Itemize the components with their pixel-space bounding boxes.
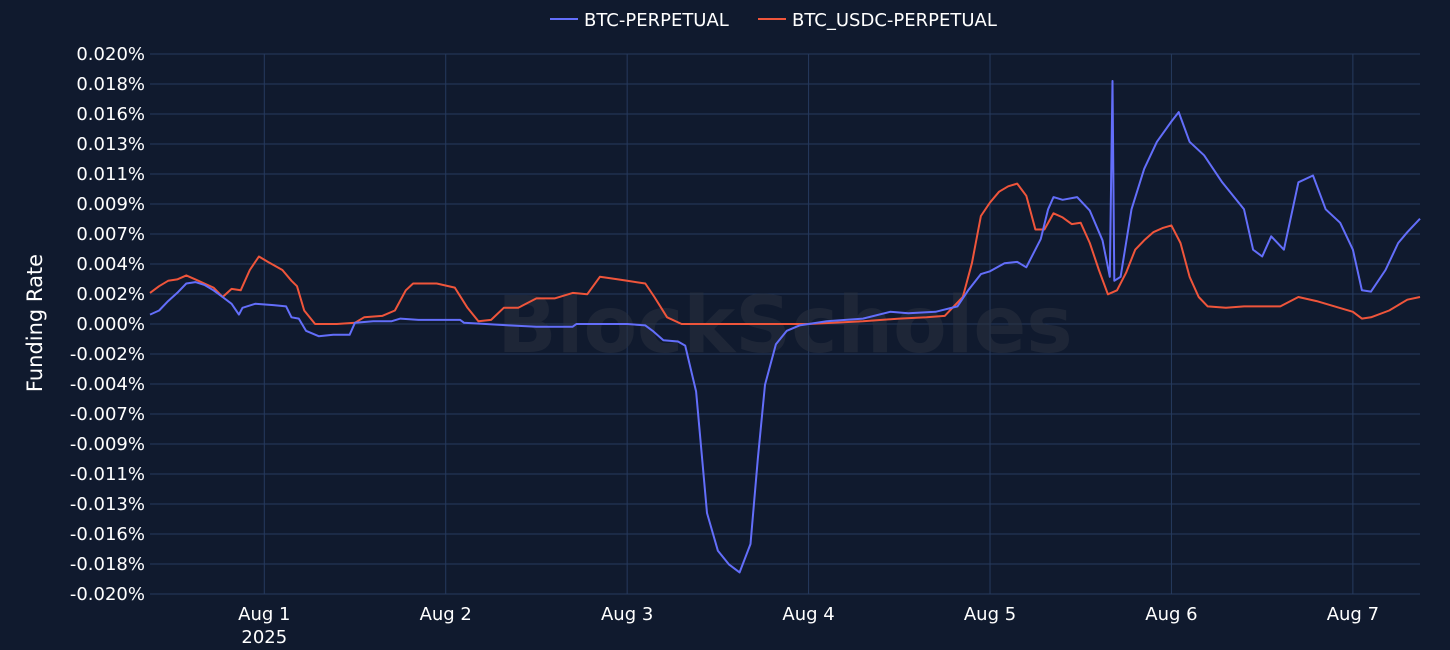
legend[interactable]: BTC-PERPETUAL BTC_USDC-PERPETUAL bbox=[550, 10, 997, 31]
y-tick-label: -0.002% bbox=[70, 344, 145, 365]
y-tick-label: 0.013% bbox=[76, 134, 145, 155]
watermark-logo: BlockScholes bbox=[497, 281, 1072, 371]
y-tick-label: 0.002% bbox=[76, 284, 145, 305]
y-tick-label: 0.009% bbox=[76, 194, 145, 215]
x-tick-label: Aug 6 bbox=[1145, 604, 1197, 625]
y-axis-label: Funding Rate bbox=[23, 254, 47, 392]
y-tick-label: -0.011% bbox=[70, 464, 145, 485]
legend-item[interactable]: BTC_USDC-PERPETUAL bbox=[758, 10, 997, 31]
x-tick-label: Aug 2 bbox=[420, 604, 472, 625]
y-tick-label: -0.016% bbox=[70, 524, 145, 545]
y-tick-label: 0.000% bbox=[76, 314, 145, 335]
x-tick-label: Aug 1 bbox=[238, 604, 290, 625]
y-tick-label: -0.009% bbox=[70, 434, 145, 455]
y-tick-label: -0.020% bbox=[70, 584, 145, 605]
y-tick-label: 0.020% bbox=[76, 44, 145, 65]
series-line-btc-usdc-perpetual[interactable] bbox=[149, 182, 1421, 325]
x-tick-label: Aug 3 bbox=[601, 604, 653, 625]
y-tick-label: 0.007% bbox=[76, 224, 145, 245]
x-tick-label: Aug 7 bbox=[1327, 604, 1379, 625]
grid-layer bbox=[150, 53, 1420, 595]
legend-item[interactable]: BTC-PERPETUAL bbox=[550, 10, 729, 31]
y-tick-label: 0.018% bbox=[76, 74, 145, 95]
y-tick-label: 0.011% bbox=[76, 164, 145, 185]
series-layer bbox=[149, 80, 1421, 574]
x-tick-label: Aug 4 bbox=[782, 604, 834, 625]
x-tick-label: Aug 5 bbox=[964, 604, 1016, 625]
y-tick-label: -0.007% bbox=[70, 404, 145, 425]
y-tick-label: 0.016% bbox=[76, 104, 145, 125]
y-tick-label: -0.018% bbox=[70, 554, 145, 575]
y-axis-ticks: 0.020% 0.018% 0.016% 0.013% 0.011% 0.009% 0.00… bbox=[70, 44, 145, 605]
legend-label: BTC-PERPETUAL bbox=[584, 10, 729, 31]
y-tick-label: 0.004% bbox=[76, 254, 145, 275]
x-tick-sublabel: 2025 bbox=[241, 627, 287, 648]
series-line-btc-perpetual[interactable] bbox=[149, 80, 1421, 574]
y-tick-label: -0.013% bbox=[70, 494, 145, 515]
legend-label: BTC_USDC-PERPETUAL bbox=[792, 10, 997, 31]
y-tick-label: -0.004% bbox=[70, 374, 145, 395]
